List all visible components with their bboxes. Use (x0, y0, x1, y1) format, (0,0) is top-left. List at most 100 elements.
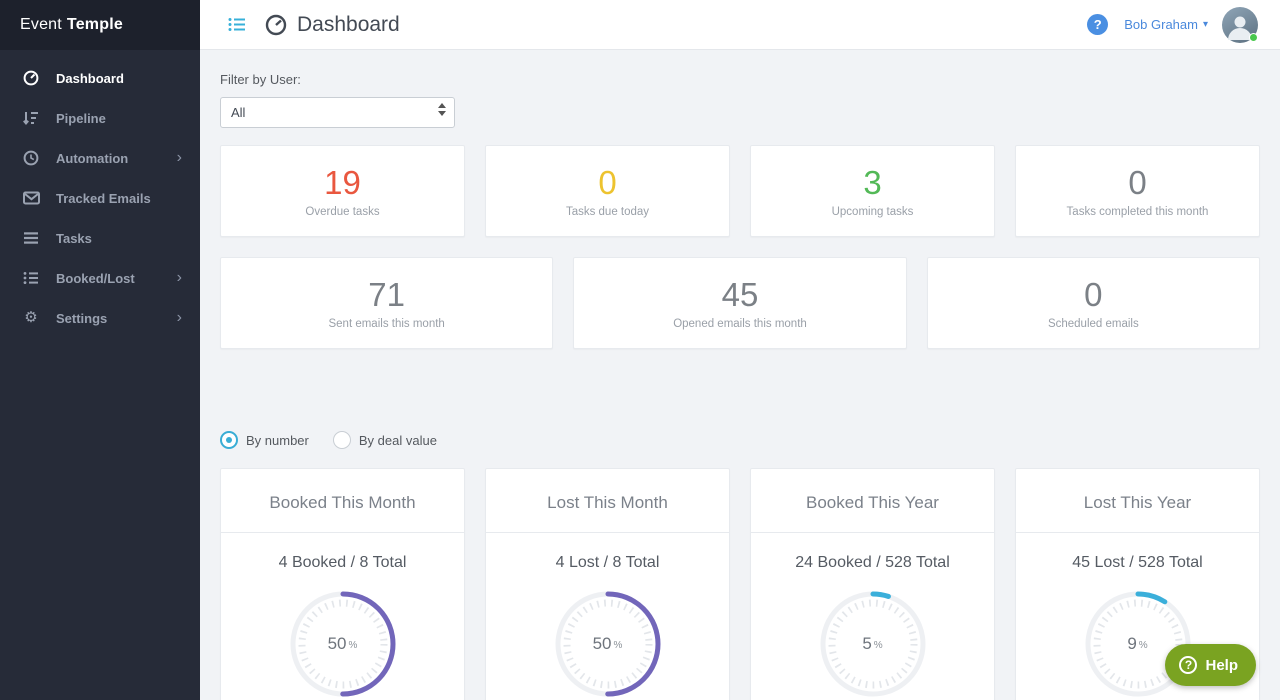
sidebar-nav: Dashboard Pipeline Automation › Trac (0, 50, 200, 338)
gauge-percent-unit: % (1138, 640, 1148, 651)
chart-subtitle: 4 Booked / 8 Total (278, 554, 407, 571)
gauge-percent-unit: % (873, 640, 883, 651)
gauge-percent-value: 50 (592, 634, 612, 653)
sidebar-item-label: Automation (56, 150, 129, 166)
stat-value: 45 (721, 276, 759, 314)
chart-subtitle: 24 Booked / 528 Total (795, 554, 950, 571)
top-header: Dashboard ? Bob Graham ▾ (200, 0, 1280, 50)
stat-value: 0 (1084, 276, 1103, 314)
chevron-right-icon: › (176, 269, 182, 286)
stat-value: 71 (368, 276, 406, 314)
gauge-percent-value: 9 (1127, 634, 1137, 653)
chart-title: Lost This Month (486, 469, 729, 533)
sidebar-item-dashboard[interactable]: Dashboard (0, 58, 200, 98)
sidebar-item-label: Tracked Emails (56, 190, 151, 206)
user-filter-select[interactable]: All (220, 97, 455, 128)
sidebar-item-label: Dashboard (56, 70, 124, 86)
gauge-percent-value: 5 (862, 634, 872, 653)
stat-label: Overdue tasks (305, 205, 380, 218)
stat-card-scheduled-emails: 0 Scheduled emails (926, 257, 1260, 349)
gear-icon: ⚙ (24, 309, 38, 326)
sidebar-item-label: Pipeline (56, 110, 106, 126)
stat-card-tasks-due-today: 0 Tasks due today (485, 145, 730, 237)
stat-label: Opened emails this month (673, 317, 807, 330)
chart-card-booked-this-year: Booked This Year 24 Booked / 528 Total 5… (750, 468, 995, 700)
stat-label: Upcoming tasks (831, 205, 914, 218)
select-stepper-icon (438, 103, 446, 116)
online-status-dot (1249, 32, 1258, 42)
email-stats-row: 71 Sent emails this month 45 Opened emai… (220, 257, 1260, 349)
stat-label: Scheduled emails (1047, 317, 1139, 330)
layers-icon (22, 230, 40, 246)
chart-title: Booked This Month (221, 469, 464, 533)
dashboard-gauge-icon (22, 70, 40, 86)
sidebar-item-label: Tasks (56, 230, 92, 246)
clock-icon (22, 150, 40, 166)
chart-card-lost-this-month: Lost This Month 4 Lost / 8 Total 50 % (485, 468, 730, 700)
chevron-right-icon: › (176, 149, 182, 166)
chart-subtitle: 4 Lost / 8 Total (555, 554, 660, 571)
stat-value: 0 (598, 164, 617, 202)
radio-by-deal-value-label[interactable]: By deal value (358, 432, 437, 448)
sidebar: Event Temple Dashboard Pipeline Aut (0, 0, 200, 700)
stat-card-upcoming-tasks: 3 Upcoming tasks (750, 145, 995, 237)
chart-subtitle: 45 Lost / 528 Total (1072, 554, 1203, 571)
stat-value: 19 (324, 164, 361, 202)
stat-value: 3 (863, 164, 882, 202)
radio-by-number[interactable] (220, 431, 238, 449)
gauge-chart: 50 % (283, 584, 403, 700)
sidebar-item-pipeline[interactable]: Pipeline (0, 98, 200, 138)
gauge-percent-unit: % (348, 640, 358, 651)
page-title-wrap: Dashboard (264, 13, 400, 37)
chart-card-booked-this-month: Booked This Month 4 Booked / 8 Total 50 … (220, 468, 465, 700)
header-right: ? Bob Graham ▾ (1087, 6, 1258, 43)
radio-by-deal-value[interactable] (332, 431, 351, 449)
help-button-label: Help (1205, 656, 1238, 674)
stat-card-overdue-tasks: 19 Overdue tasks (220, 145, 465, 237)
sidebar-item-tasks[interactable]: Tasks (0, 218, 200, 258)
stat-label: Tasks due today (565, 205, 650, 218)
stat-label: Sent emails this month (328, 317, 445, 330)
list-icon (22, 270, 40, 286)
task-stats-row: 19 Overdue tasks 0 Tasks due today 3 Upc… (220, 145, 1260, 237)
page-title: Dashboard (297, 12, 400, 36)
help-icon[interactable]: ? (1087, 14, 1109, 35)
gauge-chart: 5 % (813, 584, 933, 700)
sidebar-item-booked-lost[interactable]: Booked/Lost › (0, 258, 200, 298)
gauge-percent: 50 % (283, 584, 403, 700)
radio-by-number-label[interactable]: By number (246, 432, 309, 448)
gauge-percent: 9 % (1078, 584, 1198, 700)
stat-label: Tasks completed this month (1066, 205, 1209, 218)
gauge-cards-row: Booked This Month 4 Booked / 8 Total 50 … (220, 468, 1260, 700)
user-name: Bob Graham (1124, 17, 1198, 32)
stat-card-tasks-completed: 0 Tasks completed this month (1015, 145, 1260, 237)
stat-card-sent-emails: 71 Sent emails this month (220, 257, 554, 349)
help-question-icon: ? (1179, 656, 1198, 674)
gauge-chart: 50 % (548, 584, 668, 700)
brand-logo: Event Temple (0, 0, 200, 50)
main-area: Dashboard ? Bob Graham ▾ Filter by User:… (200, 0, 1280, 700)
dashboard-content: Filter by User: All 19 Overdue tasks 0 T… (200, 50, 1280, 700)
sidebar-item-automation[interactable]: Automation › (0, 138, 200, 178)
chevron-right-icon: › (176, 309, 182, 326)
filter-by-user-label: Filter by User: (220, 72, 301, 87)
gauge-percent: 5 % (813, 584, 933, 700)
gauge-percent-unit: % (613, 640, 623, 651)
caret-down-icon: ▾ (1202, 19, 1208, 30)
sidebar-toggle-icon[interactable] (228, 17, 246, 32)
chart-title: Booked This Year (751, 469, 994, 533)
chart-title: Lost This Year (1016, 469, 1259, 533)
dashboard-gauge-icon (264, 13, 288, 37)
sidebar-item-tracked-emails[interactable]: Tracked Emails (0, 178, 200, 218)
help-button[interactable]: ? Help (1165, 644, 1256, 686)
metric-toggle-group: By number By deal value (220, 431, 1260, 449)
gauge-percent: 50 % (548, 584, 668, 700)
envelope-icon (22, 190, 40, 206)
pipeline-sort-icon (22, 110, 40, 126)
sidebar-item-settings[interactable]: ⚙ Settings › (0, 298, 200, 338)
stat-card-opened-emails: 45 Opened emails this month (573, 257, 907, 349)
user-menu[interactable]: Bob Graham ▾ (1124, 17, 1208, 32)
stat-value: 0 (1128, 164, 1147, 202)
avatar[interactable] (1222, 6, 1258, 43)
